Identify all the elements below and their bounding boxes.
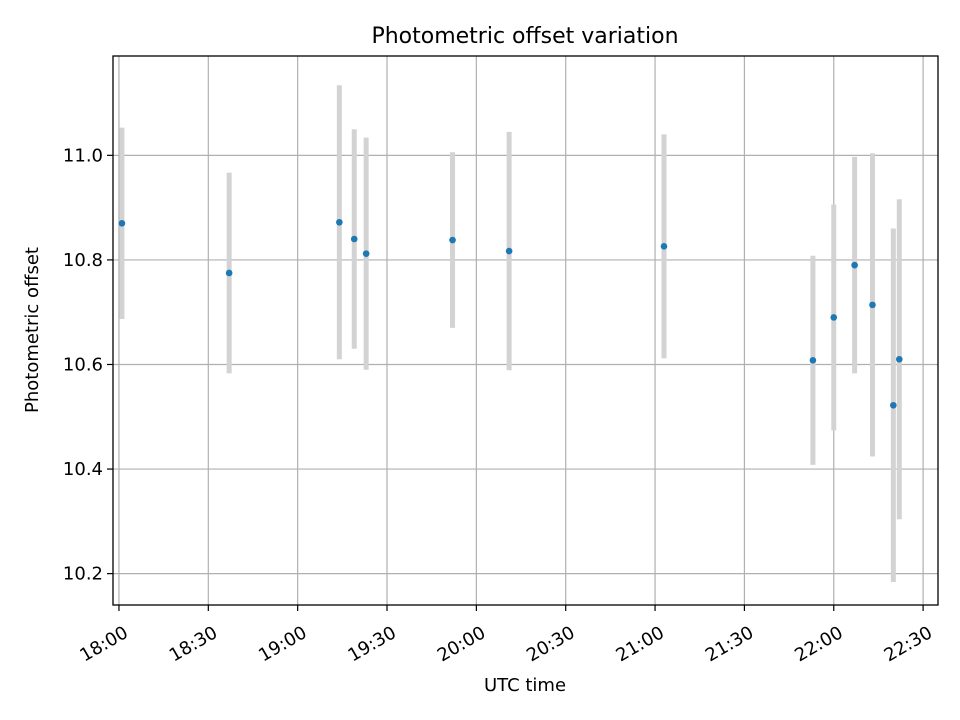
x-tick-label: 20:30	[523, 622, 578, 666]
y-tick-label: 10.4	[63, 459, 103, 480]
data-points	[118, 218, 903, 409]
data-point	[449, 236, 456, 244]
axis-ticks: 18:00 18:30 19:00 19:30 20:00 20:30 21:00 21:30…	[63, 145, 936, 666]
grid-lines	[113, 56, 938, 605]
data-point	[869, 301, 876, 309]
x-tick-label: 18:30	[166, 622, 221, 666]
x-tick-label: 21:30	[702, 622, 757, 666]
x-tick-label: 21:00	[613, 622, 668, 666]
x-axis-label: UTC time	[484, 675, 566, 696]
y-axis-label: Photometric offset	[22, 247, 43, 413]
data-point	[830, 314, 838, 321]
data-point	[336, 218, 343, 226]
data-point	[895, 355, 903, 363]
data-point	[505, 247, 513, 255]
x-tick-label: 20:00	[434, 622, 489, 666]
chart-title: Photometric offset variation	[371, 24, 678, 49]
y-tick-label: 11.0	[63, 145, 103, 166]
x-tick-label: 18:00	[76, 622, 131, 666]
y-tick-label: 10.2	[63, 564, 103, 585]
error-bars	[119, 85, 902, 582]
y-tick-label: 10.6	[63, 354, 103, 375]
x-tick-label: 19:00	[255, 622, 310, 666]
data-point	[809, 357, 817, 364]
data-point	[851, 261, 858, 269]
data-point	[225, 269, 233, 277]
data-point	[118, 220, 126, 227]
x-tick-label: 19:30	[344, 622, 399, 666]
data-point	[890, 401, 897, 409]
data-point	[350, 235, 358, 243]
plot-frame	[112, 55, 939, 606]
data-point	[660, 243, 668, 250]
data-point	[362, 250, 370, 257]
x-tick-label: 22:30	[881, 622, 936, 666]
y-tick-label: 10.8	[63, 250, 103, 271]
x-tick-label: 22:00	[791, 622, 846, 666]
